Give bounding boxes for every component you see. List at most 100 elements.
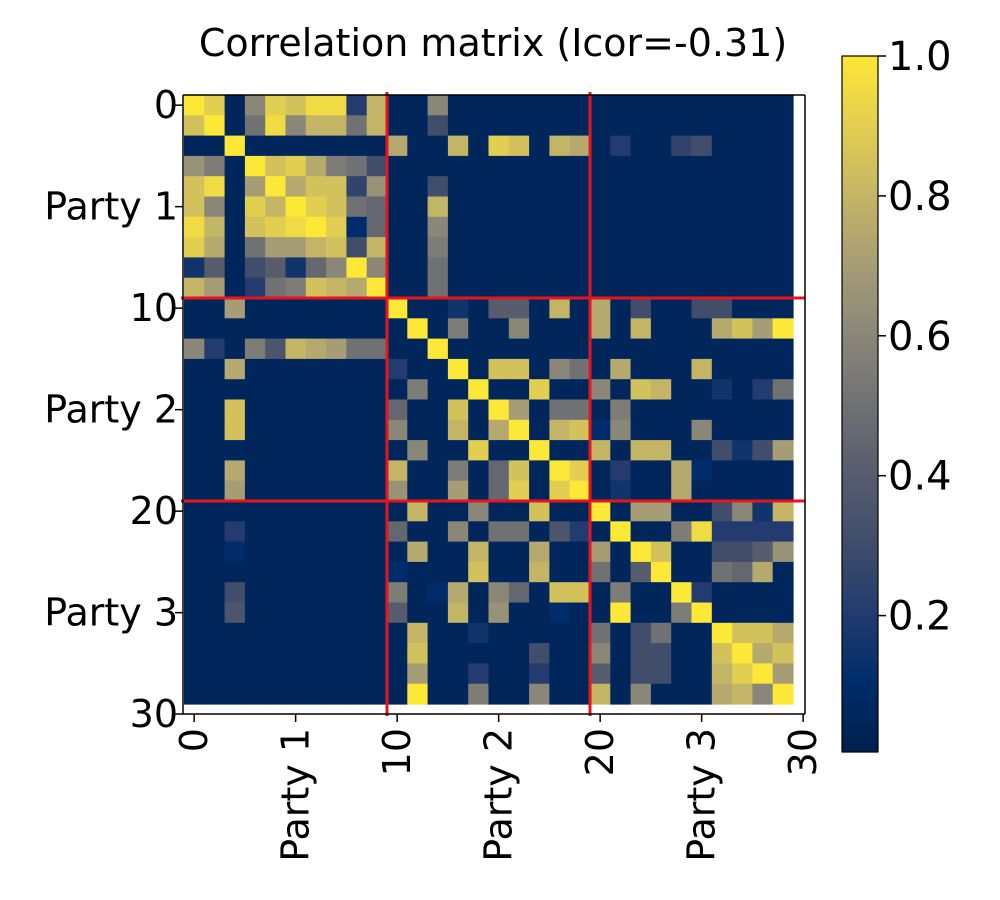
heatmap-cell <box>732 379 753 401</box>
heatmap-cell <box>508 480 530 502</box>
heatmap-cell <box>387 460 408 482</box>
heatmap-cell <box>508 379 530 401</box>
heatmap-cell <box>468 622 490 644</box>
heatmap-cell <box>387 582 408 604</box>
heatmap-cell <box>366 237 388 258</box>
heatmap-cell <box>326 602 347 624</box>
heatmap-cell <box>711 216 733 238</box>
heatmap-cell <box>305 196 327 218</box>
heatmap-cell <box>468 318 490 340</box>
heatmap-cell <box>326 176 347 198</box>
heatmap-cell <box>732 663 753 685</box>
heatmap-cell <box>305 521 327 543</box>
heatmap-cell <box>610 379 632 401</box>
chart-title: Correlation matrix (Icor=-0.31) <box>199 21 787 65</box>
heatmap-cell <box>549 419 571 441</box>
heatmap-cell <box>346 298 368 319</box>
heatmap-cell <box>752 95 774 116</box>
heatmap-cell <box>244 622 266 644</box>
heatmap-cell <box>285 277 307 299</box>
heatmap-cell <box>691 480 713 502</box>
heatmap-cell <box>529 318 550 340</box>
heatmap-cell <box>387 663 408 685</box>
heatmap-cell <box>447 521 469 543</box>
heatmap-cell <box>468 602 490 624</box>
heatmap-cell <box>305 338 327 360</box>
heatmap-cell <box>387 298 408 319</box>
heatmap-cell <box>305 379 327 401</box>
heatmap-cell <box>732 541 753 563</box>
heatmap-cell <box>224 399 246 421</box>
heatmap-cell <box>610 602 632 624</box>
heatmap-cell <box>732 298 753 319</box>
heatmap-cell <box>488 298 510 319</box>
heatmap-cell <box>204 521 226 543</box>
heatmap-cell <box>265 643 287 664</box>
heatmap-cell <box>529 561 550 583</box>
heatmap-cell <box>569 683 591 705</box>
heatmap-cell <box>244 196 266 218</box>
heatmap-cell <box>549 440 571 461</box>
heatmap-cell <box>346 338 368 360</box>
heatmap-cell <box>488 399 510 421</box>
heatmap-cell <box>305 399 327 421</box>
heatmap-cell <box>488 95 510 116</box>
x-tick-label: Party 1 <box>274 728 318 862</box>
heatmap-cell <box>447 440 469 461</box>
heatmap-cell <box>285 521 307 543</box>
heatmap-cell <box>569 602 591 624</box>
heatmap-cell <box>265 419 287 441</box>
heatmap-cell <box>650 338 672 360</box>
heatmap-cell <box>711 257 733 279</box>
heatmap-cell <box>224 135 246 157</box>
heatmap-cell <box>204 237 226 258</box>
heatmap-cell <box>326 257 347 279</box>
heatmap-cell <box>204 155 226 177</box>
heatmap-cell <box>407 257 429 279</box>
heatmap-cell <box>711 135 733 157</box>
heatmap-cell <box>732 318 753 340</box>
heatmap-cell <box>184 135 205 157</box>
heatmap-cell <box>407 95 429 116</box>
heatmap-cell <box>285 683 307 705</box>
heatmap-cell <box>224 95 246 116</box>
heatmap-cell <box>468 257 490 279</box>
heatmap-cell <box>508 541 530 563</box>
heatmap-cell <box>204 379 226 401</box>
heatmap-cell <box>590 135 611 157</box>
heatmap-cell <box>610 501 632 522</box>
heatmap-cell <box>732 480 753 502</box>
heatmap-cell <box>326 643 347 664</box>
heatmap-cell <box>650 257 672 279</box>
heatmap-cell <box>610 663 632 685</box>
heatmap-cell <box>610 277 632 299</box>
heatmap-cell <box>691 663 713 685</box>
heatmap-cell <box>468 237 490 258</box>
heatmap-cell <box>711 298 733 319</box>
heatmap-cell <box>671 440 693 461</box>
heatmap-cell <box>529 663 550 685</box>
heatmap-cell <box>407 176 429 198</box>
heatmap-cell <box>650 196 672 218</box>
heatmap-cell <box>427 501 449 522</box>
heatmap-cell <box>650 561 672 583</box>
block-separators <box>181 92 805 716</box>
heatmap-cell <box>204 399 226 421</box>
heatmap-cell <box>590 338 611 360</box>
heatmap-cell <box>630 440 652 461</box>
heatmap-cell <box>468 216 490 238</box>
heatmap-cell <box>326 318 347 340</box>
heatmap-cell <box>224 541 246 563</box>
heatmap-cell <box>244 115 266 137</box>
y-tick-label: 30 <box>130 692 178 736</box>
heatmap-cell <box>590 115 611 137</box>
heatmap-cell <box>488 277 510 299</box>
heatmap-cell <box>407 155 429 177</box>
heatmap-cell <box>244 602 266 624</box>
heatmap-cell <box>447 196 469 218</box>
heatmap-cell <box>569 298 591 319</box>
heatmap-cell <box>732 257 753 279</box>
heatmap-cell <box>732 440 753 461</box>
heatmap-cell <box>752 460 774 482</box>
heatmap-cell <box>590 155 611 177</box>
